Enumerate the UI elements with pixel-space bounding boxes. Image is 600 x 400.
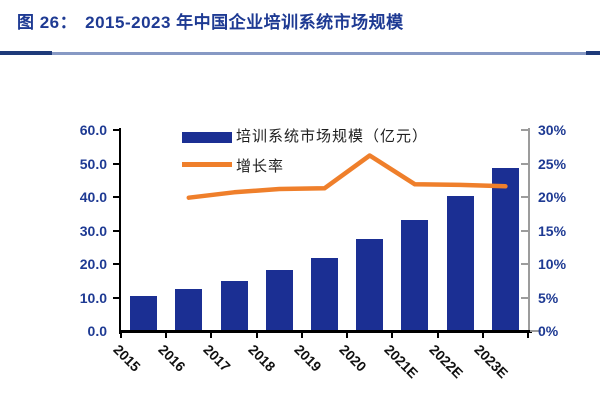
x-tick-label-2023E: 2023E bbox=[471, 341, 512, 382]
right-axis-tick bbox=[521, 229, 528, 232]
x-axis-tick bbox=[436, 333, 439, 338]
legend-bar-swatch bbox=[182, 132, 232, 143]
x-axis-tick bbox=[346, 333, 349, 338]
right-axis-tick bbox=[521, 196, 528, 198]
bar-2022E bbox=[446, 195, 474, 331]
x-tick-label-2019: 2019 bbox=[290, 341, 325, 375]
bar-2019 bbox=[311, 257, 338, 331]
y-axis-left bbox=[119, 128, 121, 334]
x-tick-label-2021E: 2021E bbox=[381, 341, 422, 382]
left-axis-tick bbox=[113, 229, 119, 232]
bar-2015 bbox=[130, 296, 158, 331]
right-axis-tick-label: 5% bbox=[538, 289, 559, 306]
left-axis-tick-label: 60.0 bbox=[79, 122, 107, 138]
left-axis-tick-label: 20.0 bbox=[79, 256, 107, 272]
bar-2021E bbox=[401, 220, 429, 331]
left-axis-tick bbox=[113, 196, 119, 198]
right-axis-zero-tick bbox=[530, 330, 541, 332]
right-axis-tick-label: 15% bbox=[538, 222, 567, 239]
legend-bar-label: 培训系统市场规模（亿元） bbox=[236, 129, 429, 145]
figure-number-label: 图 26： bbox=[17, 13, 78, 32]
bar-2018 bbox=[265, 270, 293, 331]
x-axis-tick bbox=[255, 333, 258, 338]
divider-line bbox=[52, 52, 586, 55]
right-axis-tick-label: 10% bbox=[538, 256, 567, 272]
x-tick-label-2017: 2017 bbox=[200, 341, 234, 375]
left-axis-tick-label: 0.0 bbox=[87, 323, 107, 339]
bar-2016 bbox=[175, 289, 203, 331]
x-tick-label-2015: 2015 bbox=[110, 341, 144, 375]
right-axis-tick bbox=[521, 129, 528, 131]
x-axis-tick bbox=[165, 333, 168, 338]
x-axis bbox=[119, 330, 532, 333]
x-axis-tick bbox=[481, 333, 484, 338]
right-axis-tick-label: 30% bbox=[538, 122, 567, 138]
page-title: 2015-2023 年中国企业培训系统市场规模 bbox=[85, 13, 404, 32]
x-tick-label-2022E: 2022E bbox=[426, 341, 467, 382]
bar-2020 bbox=[356, 238, 384, 331]
left-axis-tick-label: 30.0 bbox=[79, 222, 107, 239]
x-axis-tick bbox=[300, 333, 303, 338]
right-axis-tick-label: 20% bbox=[538, 189, 567, 205]
right-axis-tick-label: 25% bbox=[538, 155, 567, 172]
left-axis-tick-label: 40.0 bbox=[79, 189, 107, 205]
right-axis-tick bbox=[521, 263, 528, 265]
x-axis-tick bbox=[527, 333, 529, 338]
x-tick-label-2020: 2020 bbox=[336, 341, 370, 375]
x-axis-tick bbox=[210, 333, 213, 338]
left-axis-tick bbox=[113, 296, 119, 299]
x-tick-label-2016: 2016 bbox=[155, 341, 189, 375]
left-axis-tick-label: 50.0 bbox=[79, 155, 107, 172]
y-axis-right bbox=[528, 128, 530, 333]
right-axis-tick bbox=[521, 296, 528, 299]
left-axis-tick bbox=[113, 263, 119, 265]
right-axis-tick bbox=[521, 162, 528, 165]
divider-segment-dark-left bbox=[0, 51, 52, 55]
right-axis-tick-label: 0% bbox=[538, 323, 559, 339]
left-axis-tick bbox=[113, 162, 119, 165]
bar-2023E bbox=[491, 167, 519, 331]
divider-segment-dark-right bbox=[586, 51, 600, 55]
legend: 培训系统市场规模（亿元） 增长率 bbox=[0, 60, 600, 175]
left-axis-tick-label: 10.0 bbox=[79, 289, 107, 306]
left-axis-tick bbox=[113, 129, 119, 131]
chart-area: 0.0 10.0 20.0 30.0 40.0 50.0 60.0 0% 5% 10% 15% 20%… bbox=[0, 115, 600, 400]
bar-2017 bbox=[220, 280, 248, 331]
x-axis-tick bbox=[120, 333, 122, 338]
figure-title: 图 26： 2015-2023 年中国企业培训系统市场规模 bbox=[17, 8, 404, 33]
x-axis-tick bbox=[391, 333, 394, 338]
x-tick-label-2018: 2018 bbox=[245, 341, 280, 375]
